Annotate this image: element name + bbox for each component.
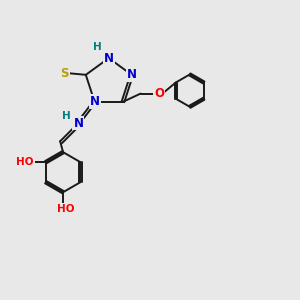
Text: N: N xyxy=(127,68,137,81)
Text: N: N xyxy=(90,95,100,108)
Text: H: H xyxy=(61,111,70,121)
Text: S: S xyxy=(60,67,69,80)
Text: N: N xyxy=(104,52,114,64)
Text: HO: HO xyxy=(57,204,75,214)
Text: H: H xyxy=(93,42,102,52)
Text: HO: HO xyxy=(16,157,34,167)
Text: N: N xyxy=(74,116,83,130)
Text: O: O xyxy=(154,87,164,100)
